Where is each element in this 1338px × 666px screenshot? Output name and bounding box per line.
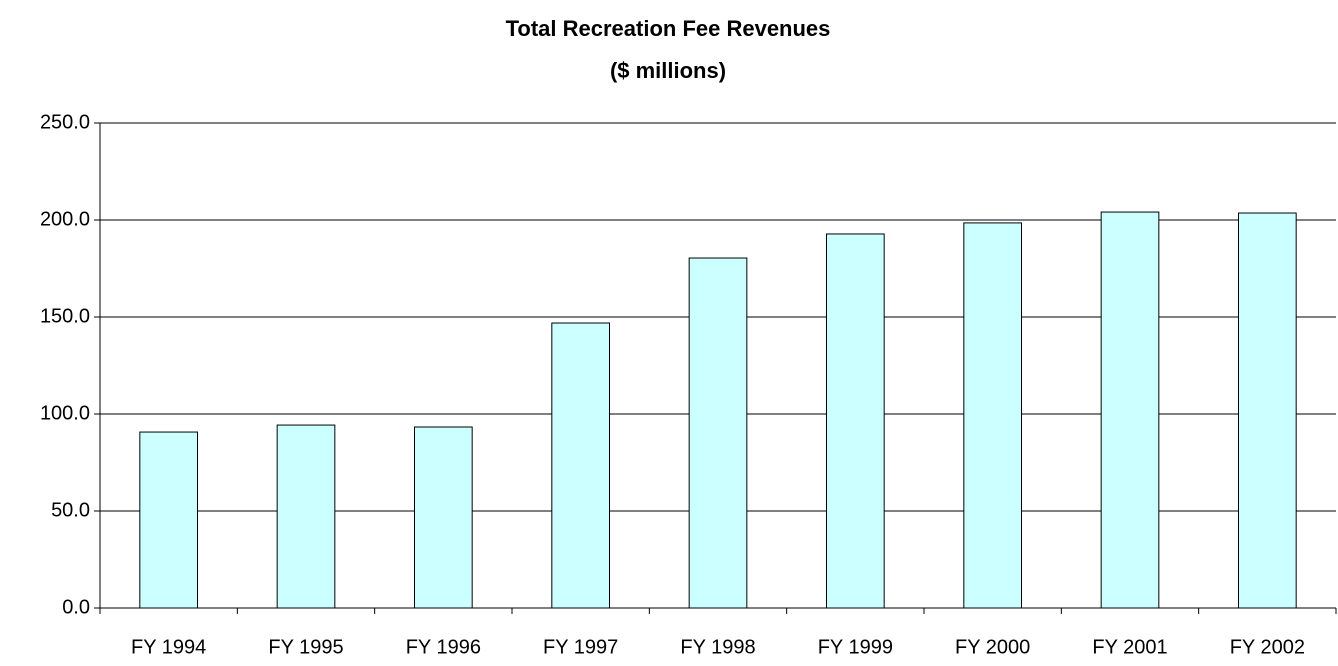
chart-subtitle: ($ millions) bbox=[610, 58, 726, 83]
x-tick-label: FY 1994 bbox=[131, 636, 206, 658]
bar bbox=[551, 322, 611, 609]
y-tick-label: 0.0 bbox=[62, 596, 90, 618]
x-tick-label: FY 2000 bbox=[955, 636, 1030, 658]
y-tick-label: 100.0 bbox=[40, 402, 90, 424]
bar bbox=[1100, 211, 1160, 609]
x-tick-label: FY 2001 bbox=[1092, 636, 1167, 658]
bar bbox=[1237, 212, 1297, 609]
x-tick-label: FY 1998 bbox=[680, 636, 755, 658]
bar bbox=[825, 233, 885, 609]
chart-title: Total Recreation Fee Revenues bbox=[506, 16, 831, 41]
y-tick-label: 150.0 bbox=[40, 305, 90, 327]
bar bbox=[413, 426, 473, 609]
x-tick-label: FY 1999 bbox=[818, 636, 893, 658]
x-tick-label: FY 1996 bbox=[406, 636, 481, 658]
x-tick-label: FY 2002 bbox=[1230, 636, 1305, 658]
y-tick-label: 50.0 bbox=[51, 499, 90, 521]
bar bbox=[139, 431, 199, 609]
x-tick-label: FY 1997 bbox=[543, 636, 618, 658]
y-tick-label: 250.0 bbox=[40, 111, 90, 133]
y-tick-label: 200.0 bbox=[40, 208, 90, 230]
bar bbox=[688, 257, 748, 609]
x-tick-label: FY 1995 bbox=[268, 636, 343, 658]
bar bbox=[963, 222, 1023, 609]
bar bbox=[276, 424, 336, 609]
